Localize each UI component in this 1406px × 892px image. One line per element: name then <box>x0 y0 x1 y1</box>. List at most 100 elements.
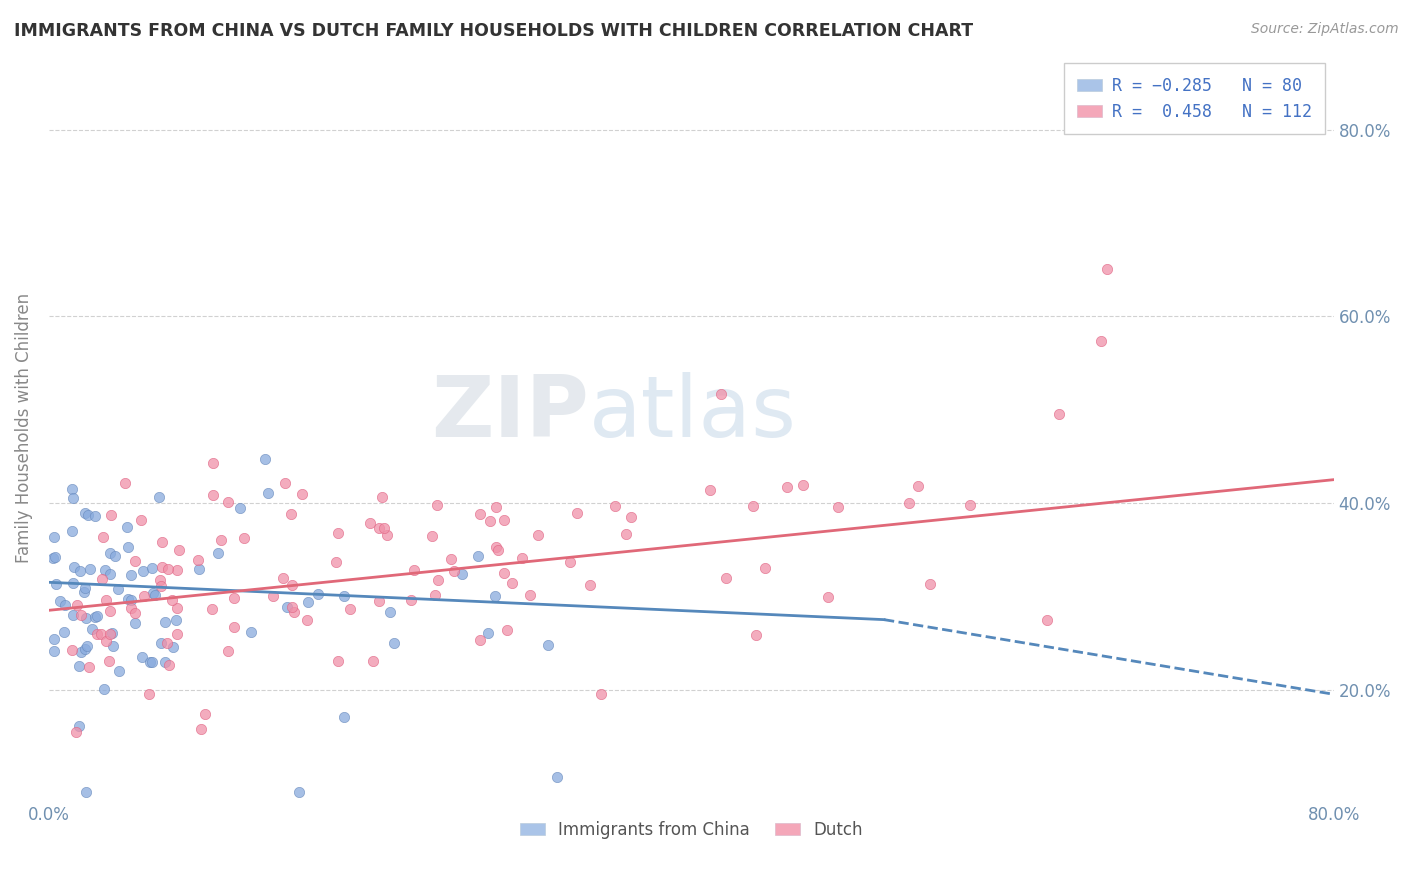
Point <box>546 770 568 784</box>
Point <box>93 681 115 696</box>
Point <box>90 627 112 641</box>
Point <box>468 632 491 647</box>
Point <box>754 560 776 574</box>
Point <box>714 570 737 584</box>
Point <box>98 654 121 668</box>
Point <box>187 562 209 576</box>
Point <box>897 496 920 510</box>
Point <box>229 501 252 516</box>
Point <box>41 551 63 566</box>
Point <box>187 553 209 567</box>
Point <box>101 639 124 653</box>
Point <box>108 664 131 678</box>
Point <box>224 591 246 605</box>
Point <box>614 526 637 541</box>
Point <box>959 498 981 512</box>
Point <box>567 506 589 520</box>
Point <box>907 479 929 493</box>
Point <box>101 625 124 640</box>
Point <box>281 578 304 592</box>
Point <box>69 564 91 578</box>
Point <box>827 500 849 514</box>
Point <box>52 624 75 639</box>
Point <box>477 625 499 640</box>
Point <box>166 626 188 640</box>
Point <box>124 606 146 620</box>
Point <box>98 567 121 582</box>
Point <box>91 572 114 586</box>
Point <box>401 592 423 607</box>
Point <box>63 559 86 574</box>
Point <box>138 687 160 701</box>
Text: atlas: atlas <box>589 372 797 455</box>
Point <box>920 577 942 591</box>
Point <box>98 627 121 641</box>
Point <box>84 509 107 524</box>
Point <box>276 599 298 614</box>
Point <box>368 521 391 535</box>
Point <box>217 495 239 509</box>
Point <box>86 626 108 640</box>
Point <box>62 607 84 622</box>
Point <box>232 531 254 545</box>
Point <box>1090 334 1112 349</box>
Point <box>1036 613 1059 627</box>
Point <box>45 577 67 591</box>
Point <box>157 562 180 576</box>
Point <box>44 550 66 565</box>
Point <box>484 590 506 604</box>
Point <box>96 593 118 607</box>
Point <box>42 530 65 544</box>
Point <box>142 586 165 600</box>
Point <box>326 525 349 540</box>
Point <box>297 613 319 627</box>
Point <box>150 580 173 594</box>
Point <box>467 549 489 563</box>
Point <box>741 499 763 513</box>
Point <box>422 529 444 543</box>
Point <box>288 785 311 799</box>
Point <box>817 590 839 604</box>
Point <box>426 573 449 587</box>
Point <box>83 609 105 624</box>
Point <box>368 593 391 607</box>
Point <box>209 533 232 547</box>
Text: Source: ZipAtlas.com: Source: ZipAtlas.com <box>1251 22 1399 37</box>
Point <box>560 555 582 569</box>
Point <box>492 566 515 580</box>
Point <box>120 600 142 615</box>
Point <box>77 508 100 523</box>
Point <box>339 601 361 615</box>
Point <box>257 486 280 500</box>
Point <box>139 655 162 669</box>
Point <box>194 707 217 722</box>
Point <box>494 513 516 527</box>
Point <box>86 609 108 624</box>
Point <box>117 520 139 534</box>
Point <box>273 475 295 490</box>
Point <box>271 571 294 585</box>
Point <box>527 528 550 542</box>
Point <box>145 589 167 603</box>
Point <box>120 568 142 582</box>
Point <box>75 785 97 799</box>
Point <box>378 606 401 620</box>
Point <box>361 654 384 668</box>
Point <box>280 508 302 522</box>
Point <box>468 507 491 521</box>
Point <box>100 508 122 522</box>
Point <box>710 387 733 401</box>
Point <box>333 710 356 724</box>
Point <box>60 643 83 657</box>
Point <box>62 491 84 505</box>
Point <box>291 486 314 500</box>
Point <box>150 560 173 574</box>
Point <box>201 602 224 616</box>
Point <box>281 600 304 615</box>
Point <box>107 582 129 596</box>
Point <box>776 480 799 494</box>
Point <box>76 639 98 653</box>
Point <box>426 498 449 512</box>
Point <box>62 483 84 497</box>
Point <box>150 534 173 549</box>
